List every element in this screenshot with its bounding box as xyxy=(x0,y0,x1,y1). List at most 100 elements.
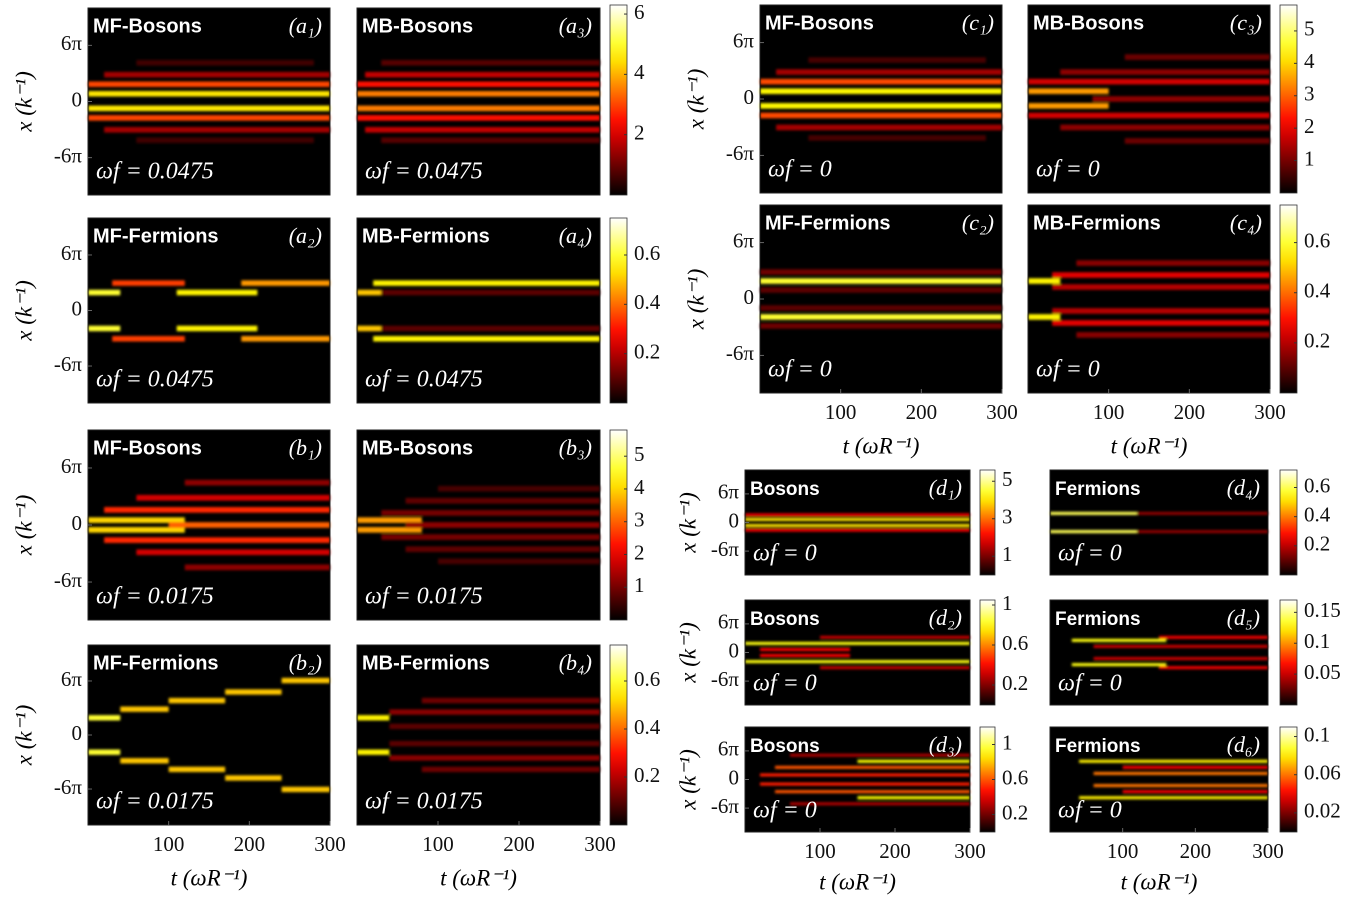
y-axis-label: x (k⁻¹) xyxy=(683,69,708,131)
colorbar-tick-label: 1 xyxy=(1002,591,1013,615)
omega-annotation: ωf = 0 xyxy=(1036,157,1100,183)
colorbar xyxy=(979,599,996,706)
x-tick-label: 300 xyxy=(1252,839,1284,863)
density-streak xyxy=(1028,314,1061,320)
panel-label: (d₄) xyxy=(1227,475,1260,500)
panel-tag: MB-Fermions xyxy=(362,225,490,247)
y-tick-label: 0 xyxy=(744,85,755,109)
heatmap-panel: Bosons (d₃) ωf = 0 6π 0 -6π x (k⁻¹) 100 200 300 t … xyxy=(675,726,1028,894)
y-axis-label: x (k⁻¹) xyxy=(11,280,36,342)
colorbar-tick-label: 0.6 xyxy=(634,667,660,691)
panel-background xyxy=(357,218,600,403)
density-streak xyxy=(745,517,970,522)
panel-background xyxy=(88,645,330,825)
density-streak xyxy=(168,697,226,704)
x-axis-label: t (ωR⁻¹) xyxy=(819,869,896,894)
density-streak xyxy=(357,90,600,97)
density-streak xyxy=(1159,666,1268,670)
density-streak xyxy=(421,697,600,704)
omega-annotation: ωf = 0.0475 xyxy=(365,367,483,393)
y-tick-label: 6π xyxy=(61,454,83,478)
x-tick-label: 200 xyxy=(906,400,938,424)
heatmap-panel: MF-Fermions (b₂) ωf = 0.0175 6π 0 -6π x (k⁻¹) 1… xyxy=(11,644,346,890)
omega-annotation: ωf = 0.0475 xyxy=(365,159,483,185)
colorbar-tick-label: 0.4 xyxy=(634,715,661,739)
colorbar-tick-label: 2 xyxy=(634,120,645,144)
density-streak xyxy=(104,537,330,543)
density-streak xyxy=(760,112,1002,119)
colorbar-tick-label: 4 xyxy=(634,60,645,84)
streaks xyxy=(760,57,1002,141)
density-streak xyxy=(790,802,970,806)
colorbar-tick-label: 0.4 xyxy=(1304,502,1331,526)
density-streak xyxy=(225,775,282,781)
density-streak xyxy=(1028,88,1109,95)
omega-annotation: ωf = 0 xyxy=(768,157,832,183)
colorbar-tick-label: 1 xyxy=(1304,146,1315,170)
y-tick-label: 6π xyxy=(718,610,740,634)
y-tick-label: 6π xyxy=(733,28,755,52)
density-streak xyxy=(104,71,330,78)
colorbar-tick-label: 3 xyxy=(634,508,645,532)
omega-annotation: ωf = 0 xyxy=(1058,541,1122,567)
colorbar-tick-label: 0.2 xyxy=(634,339,660,363)
heatmap-panel: MF-Bosons (a₁) ωf = 0.0475 6π 0 -6π x (k⁻¹) xyxy=(11,7,331,196)
panel-tag: MB-Bosons xyxy=(362,437,473,459)
panel-background xyxy=(760,5,1002,193)
density-streak xyxy=(745,513,970,517)
density-streak xyxy=(357,115,600,121)
x-tick-label: 300 xyxy=(954,839,986,863)
panel-label: (d₁) xyxy=(929,475,962,500)
density-streak xyxy=(88,526,185,533)
colorbar-tick-label: 0.02 xyxy=(1304,799,1341,823)
y-tick-label: -6π xyxy=(711,667,739,691)
density-streak xyxy=(373,336,600,342)
y-axis-label: x (k⁻¹) xyxy=(11,705,36,767)
streaks xyxy=(357,280,600,342)
streaks xyxy=(357,59,600,144)
density-streak xyxy=(438,558,600,565)
density-streak xyxy=(1060,69,1270,75)
density-streak xyxy=(776,124,1002,131)
panel-tag: MF-Bosons xyxy=(93,437,202,459)
density-streak xyxy=(1122,790,1268,794)
colorbar-tick-label: 2 xyxy=(634,540,645,564)
density-streak xyxy=(381,59,600,66)
density-streak xyxy=(1052,320,1270,326)
colorbar-tick-label: 0.15 xyxy=(1304,598,1341,622)
heatmap-panel: MB-Bosons (b₃) ωf = 0.0175 1 2 3 4 5 xyxy=(356,429,645,621)
density-streak xyxy=(405,497,600,504)
streaks xyxy=(357,485,600,565)
density-streak xyxy=(1092,96,1270,102)
panel-background xyxy=(760,205,1002,393)
density-streak xyxy=(389,740,600,747)
density-streak xyxy=(421,766,600,773)
streaks xyxy=(760,269,1002,329)
omega-annotation: ωf = 0 xyxy=(768,357,832,383)
panel-background xyxy=(357,8,600,195)
density-streak xyxy=(1052,308,1270,314)
density-streak xyxy=(1159,635,1268,639)
panel-label: (c₄) xyxy=(1230,210,1262,235)
density-streak xyxy=(389,755,600,761)
panel-background xyxy=(1050,600,1268,705)
colorbar xyxy=(1279,469,1298,576)
density-streak xyxy=(357,81,600,88)
density-streak xyxy=(1137,530,1268,534)
panel-tag: MF-Fermions xyxy=(765,212,891,234)
density-streak xyxy=(365,71,600,78)
panel-label: (d₅) xyxy=(1227,605,1260,630)
density-streak xyxy=(745,523,970,528)
density-streak xyxy=(1093,771,1268,776)
panel-label: (a₃) xyxy=(559,13,592,38)
panel-frame xyxy=(1049,599,1269,706)
panel-label: (a₁) xyxy=(289,13,322,38)
density-streak xyxy=(760,278,1002,284)
density-streak xyxy=(760,287,1002,293)
y-tick-label: 0 xyxy=(72,721,83,745)
density-streak xyxy=(1093,783,1268,788)
density-streak xyxy=(1137,511,1268,515)
y-tick-label: 0 xyxy=(72,87,83,111)
colorbar xyxy=(1279,4,1298,194)
colorbar-tick-label: 3 xyxy=(1304,82,1315,106)
